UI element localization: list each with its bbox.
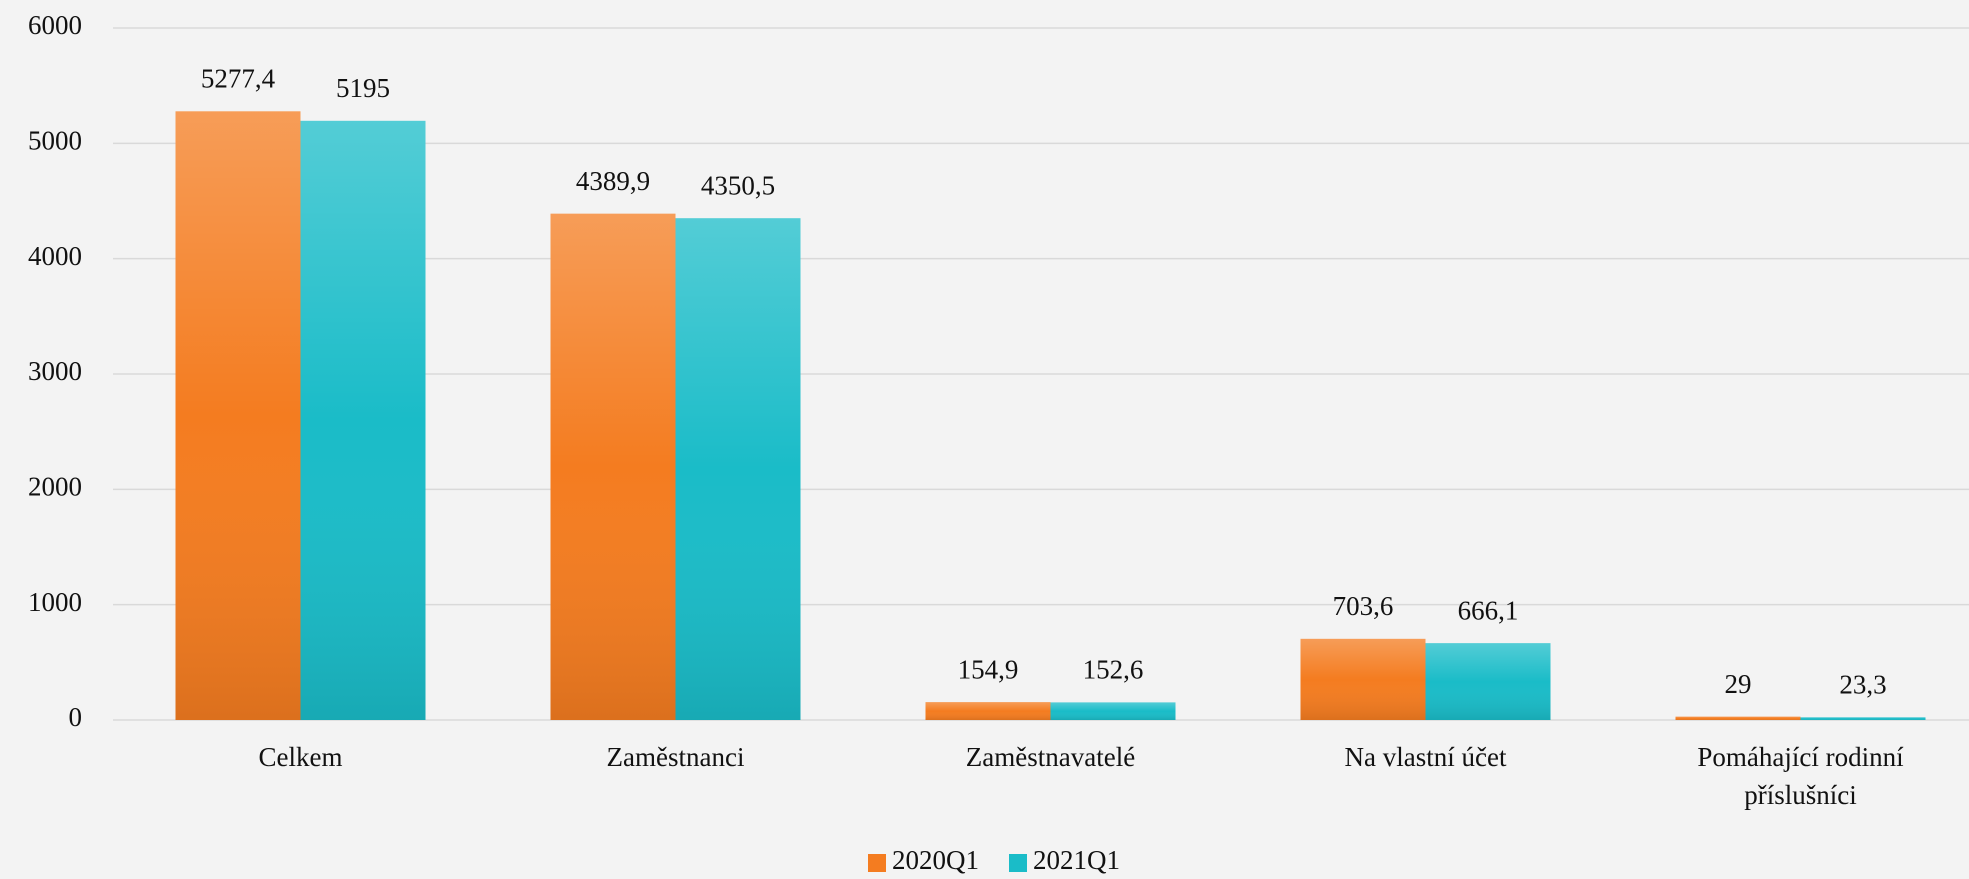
y-tick-label: 5000 [28, 126, 82, 156]
data-label: 666,1 [1458, 595, 1519, 625]
bar-shade [550, 213, 676, 721]
data-label: 152,6 [1083, 655, 1144, 685]
bar-shade [1800, 717, 1926, 720]
bar-shade [1425, 643, 1551, 720]
bar-shade [1675, 716, 1801, 720]
x-tick-label: Pomáhající rodinní příslušníci [1697, 742, 1904, 810]
legend-swatch [1009, 854, 1027, 872]
data-label: 4389,9 [576, 166, 650, 196]
data-label: 29 [1725, 669, 1752, 699]
legend-swatch [868, 854, 886, 872]
x-tick-label: Na vlastní účet [1345, 742, 1507, 772]
x-tick-label: Zaměstnanci [607, 742, 745, 772]
legend-label: 2020Q1 [892, 845, 979, 875]
bar-shade [1050, 702, 1176, 720]
y-tick-label: 3000 [28, 356, 82, 386]
bar-shade [925, 702, 1051, 720]
data-label: 23,3 [1839, 670, 1886, 700]
data-label: 703,6 [1333, 591, 1394, 621]
y-tick-label: 6000 [28, 10, 82, 40]
y-tick-label: 0 [69, 702, 83, 732]
data-label: 5277,4 [201, 64, 276, 94]
bar-shade [1300, 638, 1426, 720]
x-tick-label: Zaměstnavatelé [966, 742, 1135, 772]
legend-label: 2021Q1 [1033, 845, 1120, 875]
bar-shade [300, 120, 426, 721]
data-label: 154,9 [958, 654, 1019, 684]
data-label: 5195 [336, 73, 390, 103]
y-tick-label: 2000 [28, 472, 82, 502]
y-tick-label: 4000 [28, 241, 82, 271]
x-tick-label: Celkem [259, 742, 343, 772]
data-label: 4350,5 [701, 170, 775, 200]
bar-shade [675, 218, 801, 720]
bar-shade [175, 111, 301, 721]
y-tick-label: 1000 [28, 587, 82, 617]
